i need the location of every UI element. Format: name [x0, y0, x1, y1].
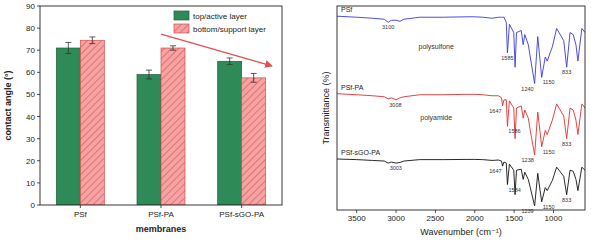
- error-line: [92, 37, 93, 44]
- error-bar: [146, 70, 152, 79]
- legend: top/active layer bottom/support layer: [174, 11, 266, 34]
- legend-label: top/active layer: [193, 12, 247, 21]
- y-tick-label: 0: [31, 201, 36, 210]
- error-bar: [89, 37, 95, 44]
- x-tick-label: PSf-sGO-PA: [219, 210, 264, 219]
- figure: 0 10 20 30 40 50 60 70 80 90 PSf PSf-PA PSf-sGO-PA to…: [0, 0, 591, 248]
- peak-label: 1240: [521, 86, 533, 92]
- peak-label: 1239: [521, 208, 533, 214]
- peak-label: 3100: [382, 24, 394, 30]
- x-axis-label: Wavenumber (cm⁻¹): [420, 227, 501, 237]
- error-line: [68, 42, 69, 53]
- y-axis-label: contact angle (°): [3, 70, 13, 140]
- error-line: [253, 73, 254, 82]
- x-tick-label: 1500: [505, 214, 523, 223]
- series-label: PSf-PA: [341, 84, 364, 91]
- bar: [242, 78, 266, 205]
- x-tick-label: PSf-PA: [148, 210, 174, 219]
- error-line: [229, 58, 230, 65]
- peak-label: 1585: [501, 55, 513, 61]
- error-cap: [89, 36, 95, 37]
- peak-label: 833: [562, 69, 571, 75]
- error-cap: [251, 73, 257, 74]
- x-tick-label: 3000: [387, 214, 405, 223]
- bar: [56, 48, 80, 205]
- legend-swatch: [174, 11, 189, 20]
- error-cap: [146, 78, 152, 79]
- peak-label: 1584: [509, 187, 521, 193]
- error-cap: [227, 64, 233, 65]
- error-cap: [146, 70, 152, 71]
- peak-label: 833: [562, 197, 571, 203]
- error-cap: [251, 82, 257, 83]
- bar-chart: 0 10 20 30 40 50 60 70 80 90 PSf PSf-PA PSf-sGO-PA to…: [3, 2, 282, 234]
- bar: [80, 40, 104, 205]
- peak-label: 833: [562, 141, 571, 147]
- error-bar: [227, 58, 233, 65]
- y-axis-label: Transmittance (%): [321, 71, 331, 144]
- y-tick-label: 30: [26, 135, 35, 144]
- peak-label: 1150: [543, 149, 555, 155]
- error-cap: [89, 43, 95, 44]
- lines: [337, 16, 585, 206]
- x-tick-label: 3500: [348, 214, 366, 223]
- structure-label: polysulfone: [418, 43, 454, 51]
- peak-label: 1150: [543, 79, 555, 85]
- series-label: PSf-sGO-PA: [341, 149, 380, 156]
- y-tick-label: 70: [26, 46, 35, 55]
- error-line: [149, 70, 150, 79]
- y-tick-label: 20: [26, 157, 35, 166]
- y-tick-label: 10: [26, 179, 35, 188]
- error-cap: [227, 57, 233, 58]
- x-tick-label: PSf: [74, 210, 88, 219]
- error-cap: [65, 53, 71, 54]
- legend-label: bottom/support layer: [193, 25, 266, 34]
- error-bar: [251, 73, 257, 82]
- error-cap: [170, 45, 176, 46]
- bar: [218, 61, 242, 205]
- peak-label: 1238: [522, 157, 534, 163]
- bar: [161, 48, 185, 205]
- error-bar: [65, 42, 71, 53]
- structure-label: polyamide: [420, 114, 452, 122]
- trend-arrow: [161, 34, 272, 66]
- legend-swatch: [174, 24, 189, 33]
- peak-label: 1586: [508, 128, 520, 134]
- error-line: [173, 46, 174, 50]
- peak-label: 3008: [389, 102, 401, 108]
- peak-label: 1647: [489, 108, 501, 114]
- y-tick-label: 60: [26, 68, 35, 77]
- bars: [56, 37, 265, 205]
- y-tick-label: 40: [26, 113, 35, 122]
- spectrum-line: [337, 94, 585, 155]
- y-tick-label: 50: [26, 90, 35, 99]
- plot-frame: [40, 6, 282, 205]
- error-cap: [170, 50, 176, 51]
- y-tick-label: 80: [26, 24, 35, 33]
- error-cap: [65, 42, 71, 43]
- x-axis-label: membranes: [136, 224, 187, 234]
- y-tick-label: 90: [26, 2, 35, 11]
- error-bar: [170, 46, 176, 50]
- spectrum-line: [337, 159, 585, 206]
- x-tick-label: 1000: [545, 214, 563, 223]
- spectrum-line: [337, 16, 585, 83]
- bar: [137, 75, 161, 205]
- line-chart: 3500 3000 2500 2000 1500 1000 PSf PSf-PA PSf-sGO…: [321, 6, 585, 237]
- peak-label: 3003: [390, 165, 402, 171]
- plot-frame: [337, 6, 585, 210]
- x-tick-label: 2500: [427, 214, 445, 223]
- peak-label: 1647: [489, 168, 501, 174]
- x-tick-label: 2000: [466, 214, 484, 223]
- peak-label: 1150: [543, 204, 555, 210]
- series-label: PSf: [341, 6, 352, 13]
